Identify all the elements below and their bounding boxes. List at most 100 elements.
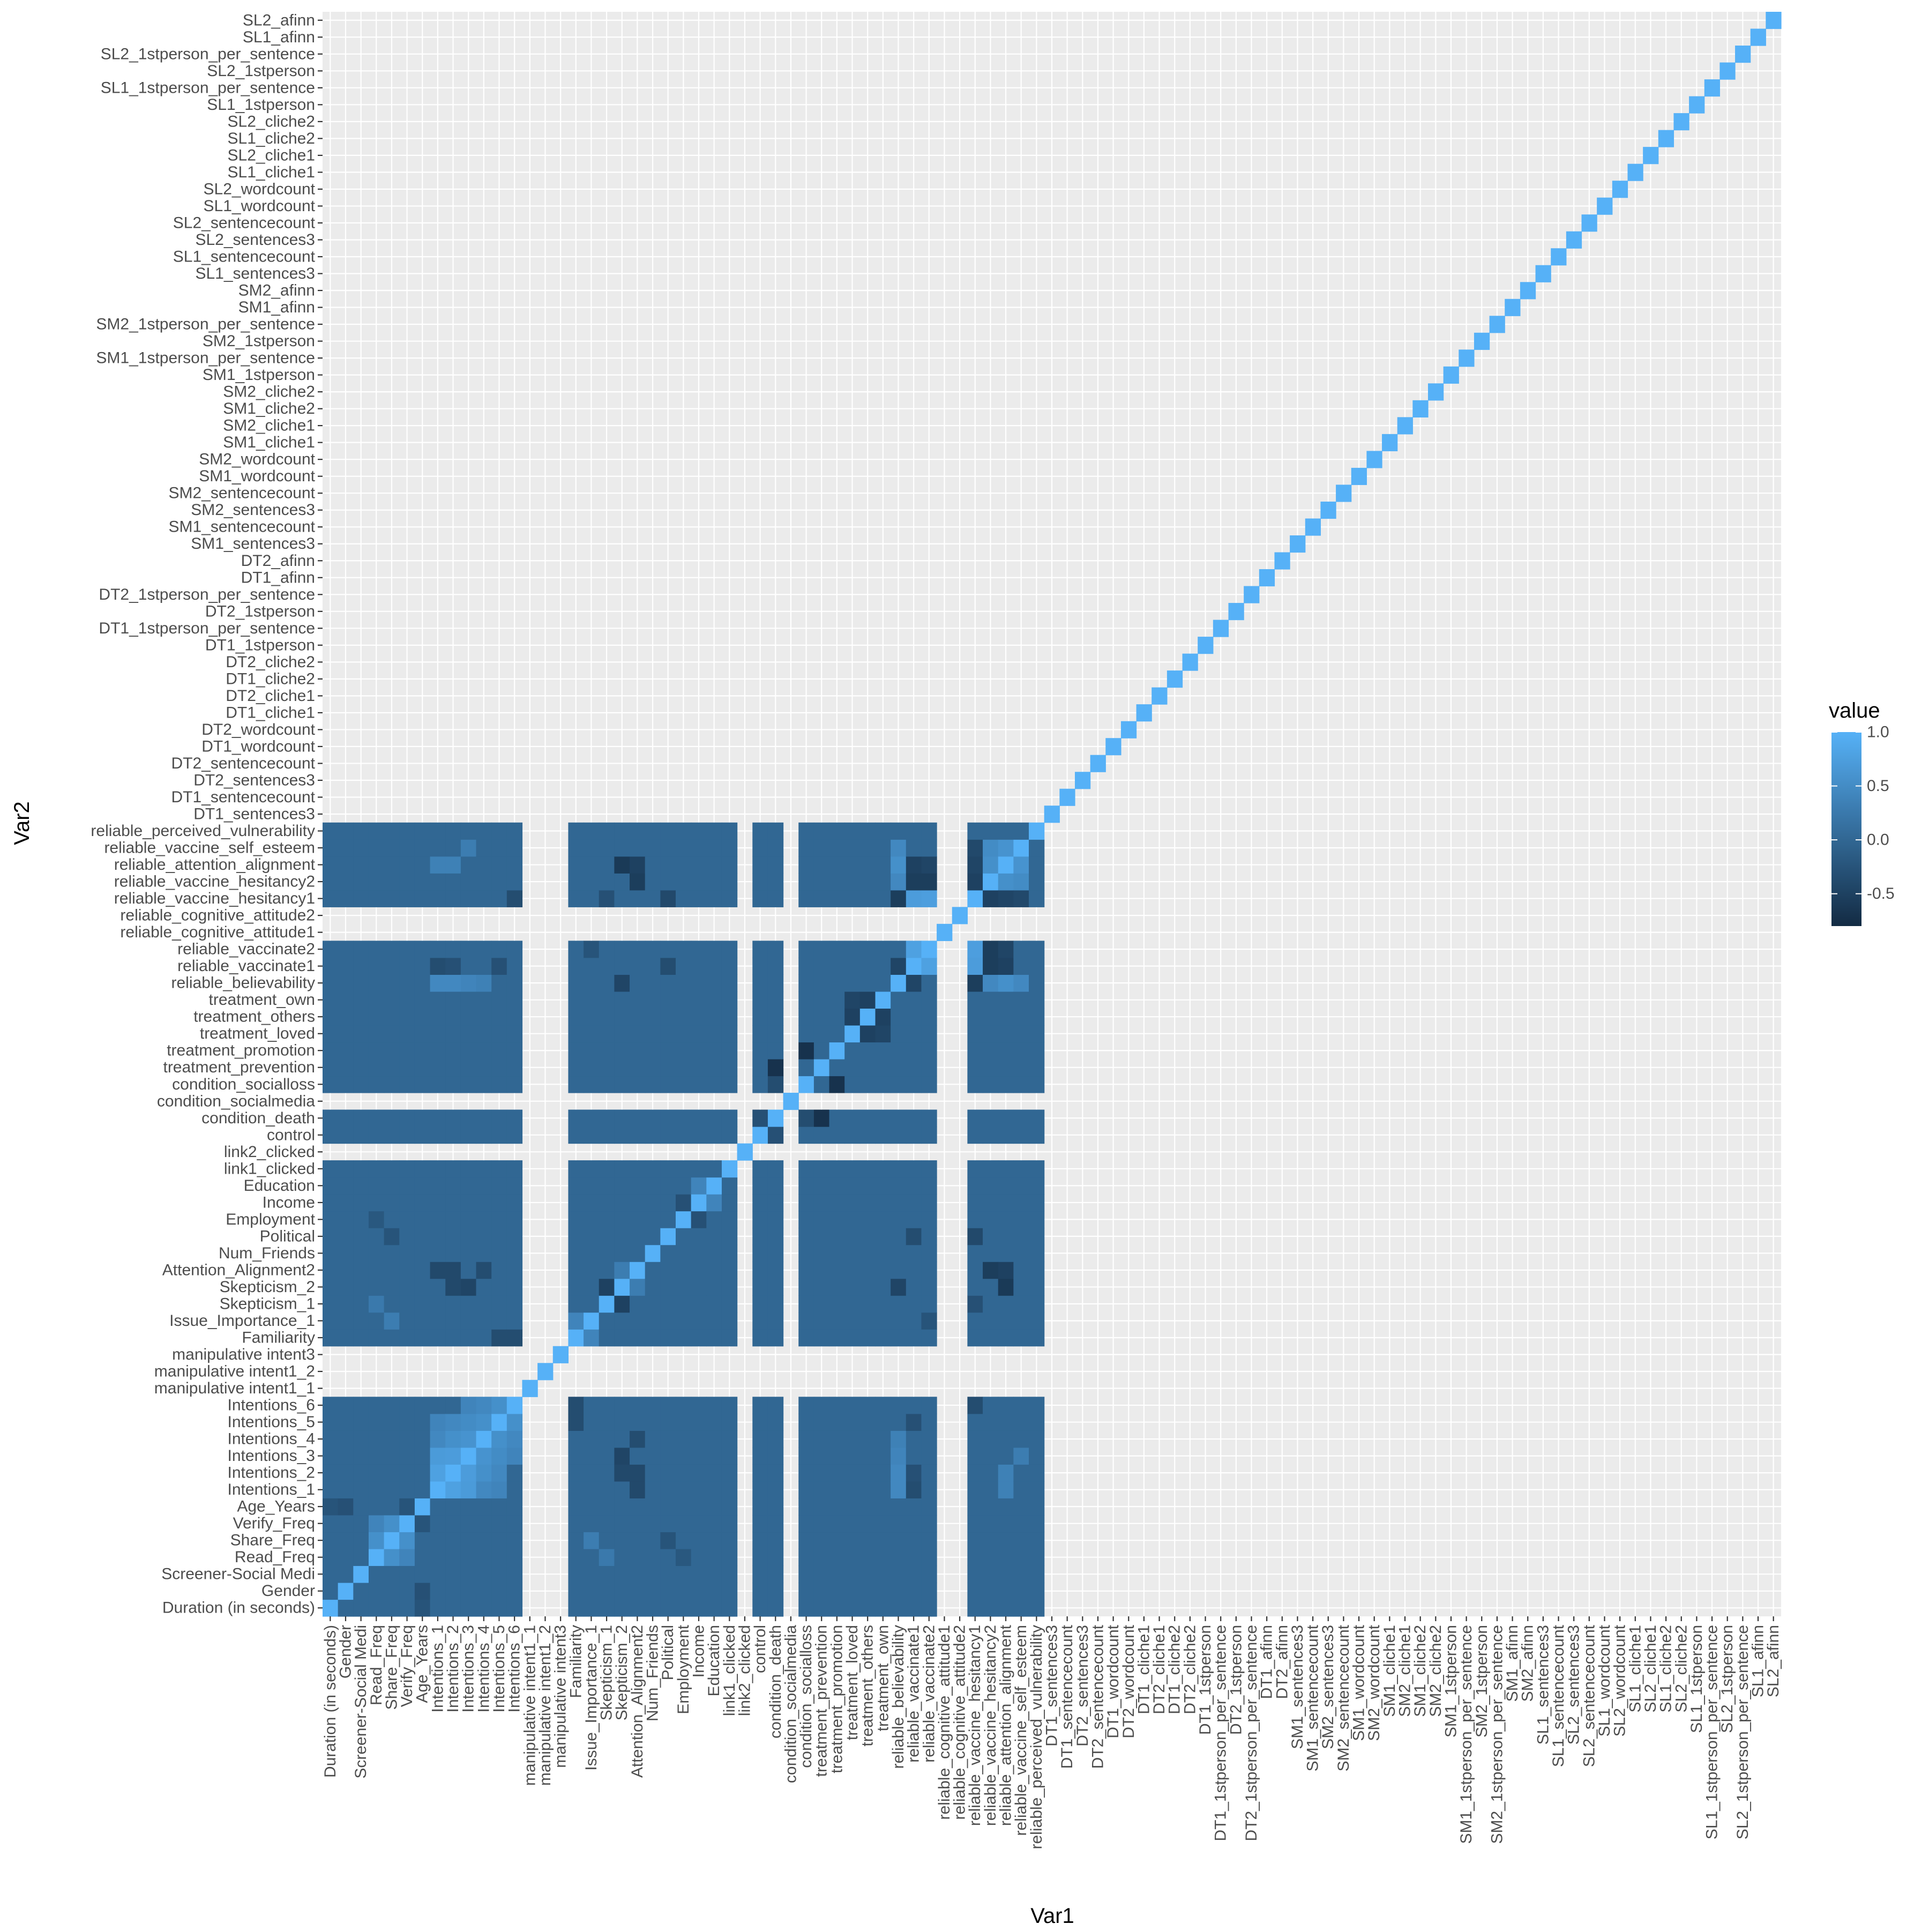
heatmap-cell xyxy=(798,1228,814,1245)
heatmap-cell xyxy=(752,1413,768,1431)
heatmap-cell xyxy=(353,1481,369,1498)
heatmap-cell xyxy=(691,1498,707,1516)
heatmap-cell xyxy=(476,1211,492,1228)
heatmap-cell xyxy=(630,873,646,891)
heatmap-cell xyxy=(660,1548,676,1567)
heatmap-cell xyxy=(906,1109,922,1127)
heatmap-cell xyxy=(399,1599,415,1617)
heatmap-cell xyxy=(506,1295,523,1313)
heatmap-cell xyxy=(384,1194,400,1212)
heatmap-cell xyxy=(353,1397,369,1414)
heatmap-cell xyxy=(323,1127,339,1144)
heatmap-cell xyxy=(430,1464,446,1482)
heatmap-cell xyxy=(829,856,845,874)
heatmap-cell xyxy=(568,1211,584,1228)
heatmap-cell xyxy=(460,1244,477,1262)
heatmap-cell xyxy=(829,1312,845,1330)
y-tick-label: Gender xyxy=(261,1582,315,1600)
heatmap-cell xyxy=(1489,316,1505,333)
heatmap-cell xyxy=(599,1582,615,1600)
heatmap-cell xyxy=(368,1548,385,1567)
heatmap-cell xyxy=(906,1599,922,1617)
heatmap-cell xyxy=(399,1109,415,1127)
heatmap-cell xyxy=(491,1515,507,1533)
heatmap-cell xyxy=(584,1582,600,1600)
heatmap-cell xyxy=(460,1109,477,1127)
heatmap-cell xyxy=(721,1515,738,1533)
heatmap-cell xyxy=(430,1532,446,1549)
heatmap-cell xyxy=(630,1329,646,1347)
x-tick-label: Age_Years xyxy=(414,1625,431,1703)
heatmap-cell xyxy=(368,1515,385,1533)
heatmap-cell xyxy=(384,1413,400,1431)
heatmap-cell xyxy=(875,1295,891,1313)
x-tick-label: SM1_1stperson xyxy=(1442,1625,1460,1737)
y-tick-label: reliable_vaccinate2 xyxy=(177,941,315,958)
heatmap-cell xyxy=(798,1329,814,1347)
heatmap-cell xyxy=(645,1262,661,1279)
heatmap-cell xyxy=(568,1295,584,1313)
heatmap-cell xyxy=(584,1565,600,1583)
y-tick-label: SL2_cliche2 xyxy=(228,113,315,130)
heatmap-cell xyxy=(568,890,584,907)
heatmap-cell xyxy=(491,873,507,891)
heatmap-cell xyxy=(891,1430,907,1448)
heatmap-cell xyxy=(906,1160,922,1178)
heatmap-cell xyxy=(967,1109,983,1127)
heatmap-cell xyxy=(829,1076,845,1093)
heatmap-cell xyxy=(1029,1160,1045,1178)
heatmap-cell xyxy=(829,974,845,992)
heatmap-cell xyxy=(645,991,661,1009)
y-tick-label: DT1_cliche2 xyxy=(226,670,315,688)
heatmap-cell xyxy=(706,822,722,840)
y-tick-label: treatment_prevention xyxy=(163,1058,315,1076)
heatmap-cell xyxy=(875,873,891,891)
heatmap-cell xyxy=(630,1211,646,1228)
heatmap-cell xyxy=(1366,451,1382,468)
heatmap-cell xyxy=(798,1042,814,1060)
heatmap-cell xyxy=(630,890,646,907)
heatmap-cell xyxy=(476,822,492,840)
x-tick-label: SL1_afinn xyxy=(1749,1625,1767,1697)
heatmap-cell xyxy=(798,839,814,857)
heatmap-cell xyxy=(906,1211,922,1228)
heatmap-cell xyxy=(599,1076,615,1093)
y-tick-label: DT2_1stperson xyxy=(205,602,315,620)
heatmap-cell xyxy=(323,1515,339,1533)
heatmap-cell xyxy=(921,1262,937,1279)
heatmap-cell xyxy=(906,856,922,874)
heatmap-cell xyxy=(875,957,891,975)
heatmap-cell xyxy=(721,1160,738,1178)
heatmap-cell xyxy=(476,1447,492,1465)
heatmap-cell xyxy=(891,1177,907,1195)
heatmap-cell xyxy=(460,856,477,874)
heatmap-cell xyxy=(506,890,523,907)
heatmap-cell xyxy=(875,1127,891,1144)
heatmap-cell xyxy=(891,1160,907,1178)
heatmap-cell xyxy=(983,991,999,1009)
heatmap-cell xyxy=(998,1312,1014,1330)
heatmap-cell xyxy=(414,1262,431,1279)
heatmap-cell xyxy=(414,873,431,891)
heatmap-cell xyxy=(506,941,523,958)
heatmap-cell xyxy=(829,890,845,907)
heatmap-cell xyxy=(906,1498,922,1516)
heatmap-cell xyxy=(813,1481,830,1498)
heatmap-cell xyxy=(568,1194,584,1212)
heatmap-cell xyxy=(476,890,492,907)
heatmap-cell xyxy=(891,1042,907,1060)
heatmap-cell xyxy=(384,974,400,992)
heatmap-cell xyxy=(676,1599,692,1617)
heatmap-cell xyxy=(630,839,646,857)
heatmap-cell xyxy=(767,1278,784,1296)
heatmap-cell xyxy=(430,1058,446,1077)
x-tick-label: treatment_promotion xyxy=(828,1625,846,1773)
heatmap-cell xyxy=(721,991,738,1009)
heatmap-cell xyxy=(921,1498,937,1516)
heatmap-cell xyxy=(491,1194,507,1212)
heatmap-cell xyxy=(384,1262,400,1279)
heatmap-cell xyxy=(813,1228,830,1245)
x-tick-label: SL2_wordcount xyxy=(1611,1624,1629,1736)
heatmap-cell xyxy=(875,974,891,992)
heatmap-cell xyxy=(998,1278,1014,1296)
